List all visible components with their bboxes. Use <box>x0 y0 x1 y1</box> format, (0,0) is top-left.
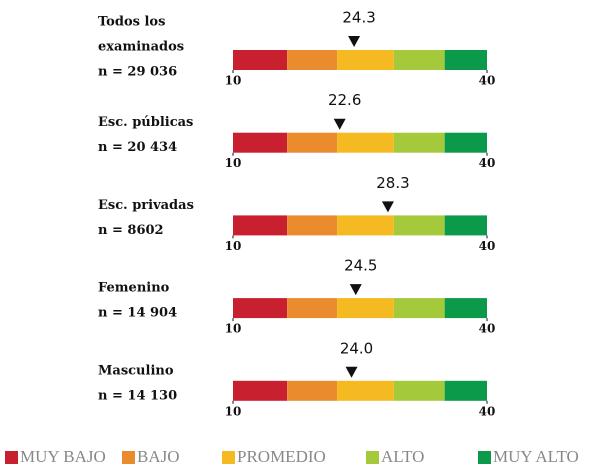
marker <box>345 366 358 378</box>
band <box>287 380 338 401</box>
band <box>337 50 394 70</box>
row-label: Esc. privadas <box>98 198 194 213</box>
value-label: 22.6 <box>328 91 361 109</box>
marker <box>348 36 361 47</box>
row-label: examinados <box>98 40 184 55</box>
band <box>287 132 338 153</box>
band <box>337 132 394 153</box>
row-label: Esc. públicas <box>98 115 193 130</box>
band <box>337 380 394 401</box>
tick-label: 40 <box>479 239 496 253</box>
band <box>287 298 338 319</box>
value-label: 24.3 <box>342 9 375 27</box>
row-label: n = 14 904 <box>98 306 177 321</box>
tick-label: 10 <box>225 156 242 170</box>
legend-swatch <box>222 451 235 464</box>
band <box>287 215 338 236</box>
band <box>337 298 394 319</box>
marker <box>381 201 394 213</box>
row-label: n = 8602 <box>98 223 164 238</box>
legend-label: MUY ALTO <box>493 447 579 466</box>
tick-label: 10 <box>225 239 242 253</box>
tick-label: 40 <box>479 404 496 418</box>
band <box>393 380 445 401</box>
legend-swatch <box>478 451 491 464</box>
band <box>233 298 288 319</box>
tick-label: 10 <box>225 322 242 336</box>
band <box>393 298 445 319</box>
band <box>444 132 487 153</box>
row-label: Masculino <box>98 363 174 378</box>
legend-swatch <box>366 451 379 464</box>
band <box>393 132 445 153</box>
legend-label: PROMEDIO <box>237 447 326 466</box>
band <box>233 132 288 153</box>
legend-swatch <box>122 451 135 464</box>
row-label: Femenino <box>98 281 170 296</box>
value-label: 24.5 <box>344 257 377 275</box>
value-label: 24.0 <box>340 339 373 357</box>
legend-label: MUY BAJO <box>20 447 106 466</box>
legend-swatch <box>5 451 18 464</box>
band <box>233 380 288 401</box>
band <box>233 215 288 236</box>
band <box>393 50 445 70</box>
tick-label: 40 <box>479 74 496 88</box>
row-label: n = 29 036 <box>98 65 177 80</box>
band <box>287 50 338 70</box>
tick-label: 40 <box>479 322 496 336</box>
marker <box>349 284 362 296</box>
band <box>444 50 487 70</box>
row-label: n = 14 130 <box>98 388 177 403</box>
band <box>233 50 288 70</box>
band <box>444 215 487 236</box>
band <box>393 215 445 236</box>
marker <box>333 118 346 130</box>
band <box>444 298 487 319</box>
legend-label: BAJO <box>137 447 180 466</box>
tick-label: 40 <box>479 156 496 170</box>
tick-label: 10 <box>225 74 242 88</box>
value-label: 28.3 <box>376 174 409 192</box>
band <box>337 215 394 236</box>
band <box>444 380 487 401</box>
row-label: Todos los <box>98 15 165 30</box>
tick-label: 10 <box>225 404 242 418</box>
legend-label: ALTO <box>381 447 424 466</box>
row-label: n = 20 434 <box>98 140 177 155</box>
